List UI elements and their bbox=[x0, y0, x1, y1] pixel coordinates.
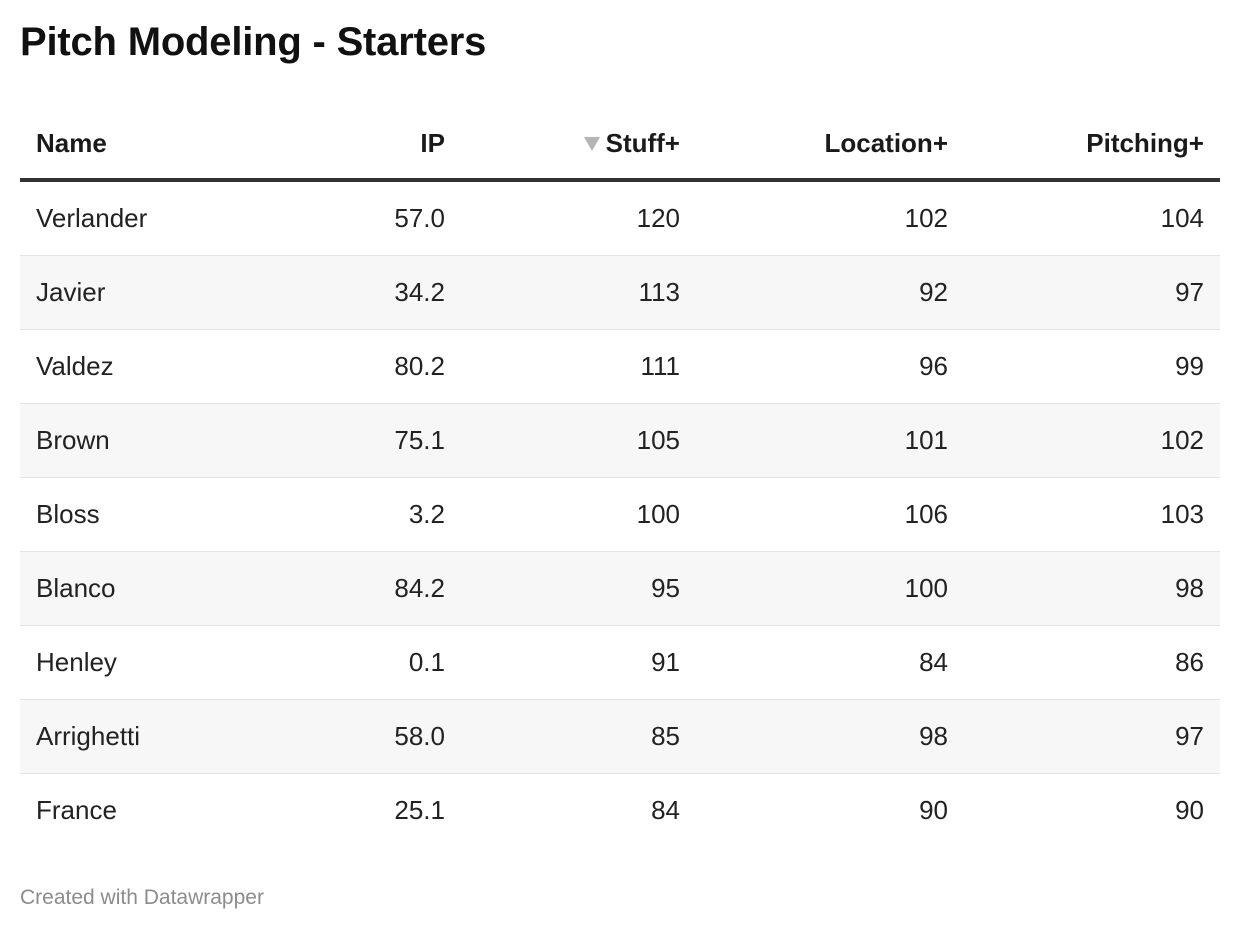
table-row: Verlander 57.0 120 102 104 bbox=[20, 180, 1220, 256]
cell-ip: 75.1 bbox=[216, 403, 461, 478]
cell-location: 84 bbox=[696, 625, 964, 700]
column-header-label: IP bbox=[420, 127, 445, 158]
column-header-name[interactable]: Name bbox=[20, 108, 216, 182]
table-header-row: Name IP Stuff+ Location+ Pitching+ bbox=[20, 108, 1220, 182]
column-header-stuff[interactable]: Stuff+ bbox=[461, 108, 696, 182]
cell-pitching: 99 bbox=[964, 329, 1220, 404]
table-row: Valdez 80.2 111 96 99 bbox=[20, 329, 1220, 404]
cell-name: Blanco bbox=[20, 551, 216, 626]
cell-ip: 84.2 bbox=[216, 551, 461, 626]
table-row: Arrighetti 58.0 85 98 97 bbox=[20, 699, 1220, 774]
column-header-pitching[interactable]: Pitching+ bbox=[964, 108, 1220, 182]
cell-stuff: 100 bbox=[461, 477, 696, 552]
cell-stuff: 111 bbox=[461, 329, 696, 404]
cell-pitching: 98 bbox=[964, 551, 1220, 626]
cell-ip: 34.2 bbox=[216, 255, 461, 330]
cell-name: Verlander bbox=[20, 180, 216, 256]
cell-name: Brown bbox=[20, 403, 216, 478]
cell-ip: 3.2 bbox=[216, 477, 461, 552]
cell-stuff: 85 bbox=[461, 699, 696, 774]
table-row: Henley 0.1 91 84 86 bbox=[20, 625, 1220, 700]
cell-location: 100 bbox=[696, 551, 964, 626]
cell-pitching: 102 bbox=[964, 403, 1220, 478]
cell-pitching: 97 bbox=[964, 699, 1220, 774]
cell-location: 90 bbox=[919, 795, 948, 825]
data-table: Name IP Stuff+ Location+ Pitching+ Verla… bbox=[20, 108, 1220, 847]
table-row: Bloss 3.2 100 106 103 bbox=[20, 477, 1220, 552]
table-row: France 25.1 84 90 90 bbox=[20, 774, 1220, 848]
cell-pitching: 97 bbox=[964, 255, 1220, 330]
cell-name: Valdez bbox=[20, 329, 216, 404]
column-header-label: Pitching+ bbox=[1086, 127, 1204, 158]
table-body: Verlander 57.0 120 102 104 Javier 34.2 113 92 97 V… bbox=[20, 180, 1220, 847]
cell-stuff: 113 bbox=[461, 255, 696, 330]
column-header-label: Stuff+ bbox=[605, 127, 680, 158]
cell-pitching: 103 bbox=[964, 477, 1220, 552]
cell-location: 106 bbox=[696, 477, 964, 552]
cell-stuff: 105 bbox=[461, 403, 696, 478]
cell-ip: 0.1 bbox=[216, 625, 461, 700]
cell-location: 96 bbox=[696, 329, 964, 404]
column-header-ip[interactable]: IP bbox=[216, 108, 461, 182]
table-row: Javier 34.2 113 92 97 bbox=[20, 255, 1220, 330]
table-row: Blanco 84.2 95 100 98 bbox=[20, 551, 1220, 626]
column-header-label: Location+ bbox=[824, 127, 948, 158]
cell-pitching: 86 bbox=[964, 625, 1220, 700]
cell-ip: 80.2 bbox=[216, 329, 461, 404]
cell-name: Arrighetti bbox=[20, 699, 216, 774]
cell-location: 98 bbox=[696, 699, 964, 774]
sort-descending-icon bbox=[583, 136, 600, 151]
table-row: Brown 75.1 105 101 102 bbox=[20, 403, 1220, 478]
cell-stuff: 91 bbox=[461, 625, 696, 700]
column-header-label: Name bbox=[36, 127, 107, 158]
cell-name: Javier bbox=[20, 255, 216, 330]
cell-name: Bloss bbox=[20, 477, 216, 552]
cell-stuff: 120 bbox=[461, 180, 696, 256]
cell-name: Henley bbox=[20, 625, 216, 700]
cell-ip: 25.1 bbox=[394, 795, 445, 825]
cell-ip: 57.0 bbox=[216, 180, 461, 256]
cell-stuff: 84 bbox=[651, 795, 680, 825]
cell-pitching: 104 bbox=[964, 180, 1220, 256]
cell-location: 101 bbox=[696, 403, 964, 478]
cell-pitching: 90 bbox=[1175, 795, 1204, 825]
cell-location: 102 bbox=[696, 180, 964, 256]
footer-credit[interactable]: Created with Datawrapper bbox=[20, 886, 264, 909]
cell-stuff: 95 bbox=[461, 551, 696, 626]
cell-name: France bbox=[36, 795, 117, 825]
cell-location: 92 bbox=[696, 255, 964, 330]
cell-ip: 58.0 bbox=[216, 699, 461, 774]
chart-title: Pitch Modeling - Starters bbox=[20, 20, 487, 64]
column-header-location[interactable]: Location+ bbox=[696, 108, 964, 182]
